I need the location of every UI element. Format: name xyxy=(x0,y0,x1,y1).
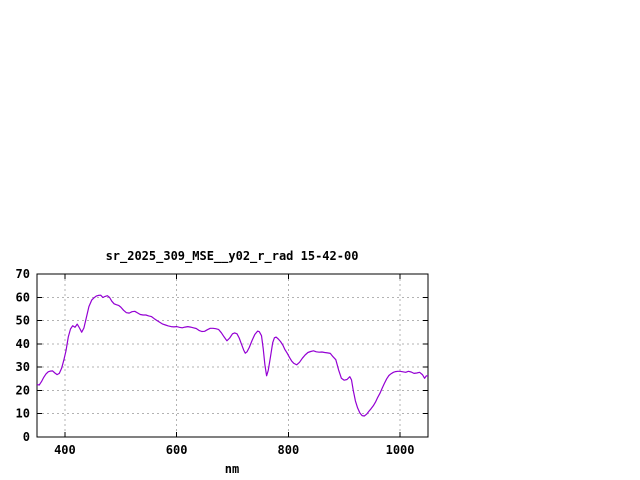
x-tick-label-600: 600 xyxy=(166,443,188,457)
y-tick-label-70: 70 xyxy=(16,267,30,281)
y-tick-label-0: 0 xyxy=(23,430,30,444)
y-tick-label-60: 60 xyxy=(16,290,30,304)
y-tick-label-20: 20 xyxy=(16,383,30,397)
y-tick-label-50: 50 xyxy=(16,314,30,328)
x-axis-label: nm xyxy=(224,462,240,476)
y-tick-label-30: 30 xyxy=(16,360,30,374)
chart-title: sr_2025_309_MSE__y02_r_rad 15-42-00 xyxy=(105,249,359,263)
plot-border xyxy=(36,273,429,438)
x-tick-label-800: 800 xyxy=(278,443,300,457)
y-tick-label-10: 10 xyxy=(16,407,30,421)
x-tick-label-1000: 1000 xyxy=(386,443,415,457)
y-tick-label-40: 40 xyxy=(16,337,30,351)
x-tick-label-400: 400 xyxy=(54,443,76,457)
series-line xyxy=(36,294,429,417)
